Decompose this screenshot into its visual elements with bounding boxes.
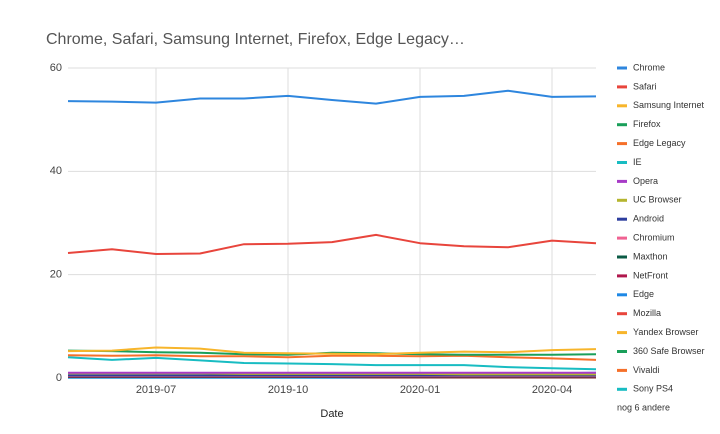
legend-swatch: [617, 123, 627, 127]
legend-label: IE: [633, 157, 642, 167]
x-tick-label: 2020-01: [400, 384, 440, 396]
series-line: [67, 354, 597, 361]
x-tick-label: 2019-07: [136, 384, 176, 396]
legend-label: Vivaldi: [633, 365, 659, 375]
legend-more: nog 6 andere: [617, 403, 670, 413]
series-line: [67, 89, 597, 105]
legend-swatch: [617, 66, 627, 70]
legend-swatch: [617, 255, 627, 259]
legend-label: Opera: [633, 176, 658, 186]
legend-swatch: [617, 387, 627, 391]
series-line: [67, 346, 597, 356]
legend-swatch: [617, 350, 627, 353]
legend-swatch: [617, 179, 627, 183]
legend-swatch: [617, 104, 627, 108]
legend-swatch: [617, 85, 627, 89]
y-tick-label: 20: [50, 269, 62, 281]
legend-label: Mozilla: [633, 308, 661, 318]
legend-swatch: [617, 331, 627, 335]
x-tick-label: 2020-04: [532, 384, 572, 396]
legend-swatch: [617, 198, 627, 202]
y-tick-label: 60: [50, 62, 62, 74]
legend-label: Firefox: [633, 119, 661, 129]
series-line: [67, 233, 597, 255]
legend-label: Sony PS4: [633, 384, 673, 394]
legend-swatch: [617, 236, 627, 240]
legend-swatch: [617, 274, 627, 278]
legend-label: 360 Safe Browser: [633, 346, 705, 356]
y-tick-label: 40: [50, 165, 62, 177]
series-line: [67, 356, 597, 371]
legend-swatch: [617, 161, 627, 164]
legend-swatch: [617, 368, 627, 372]
legend-label: Edge Legacy: [633, 138, 686, 148]
y-tick-label: 0: [56, 372, 62, 384]
legend-label: UC Browser: [633, 195, 682, 205]
legend-label: Yandex Browser: [633, 327, 698, 337]
legend-label: Samsung Internet: [633, 100, 705, 110]
x-tick-label: 2019-10: [268, 384, 308, 396]
legend-label: Chrome: [633, 62, 665, 72]
x-axis-label: Date: [320, 408, 343, 420]
chart-title: Chrome, Safari, Samsung Internet, Firefo…: [46, 31, 465, 48]
legend-swatch: [617, 312, 627, 316]
legend-label: Android: [633, 214, 664, 224]
legend-label: Maxthon: [633, 251, 668, 261]
legend-swatch: [617, 293, 627, 297]
legend-label: Edge: [633, 289, 654, 299]
legend-label: NetFront: [633, 270, 669, 280]
legend-label: Chromium: [633, 232, 675, 242]
legend-label: Safari: [633, 81, 657, 91]
legend-swatch: [617, 142, 627, 146]
legend-swatch: [617, 217, 627, 221]
